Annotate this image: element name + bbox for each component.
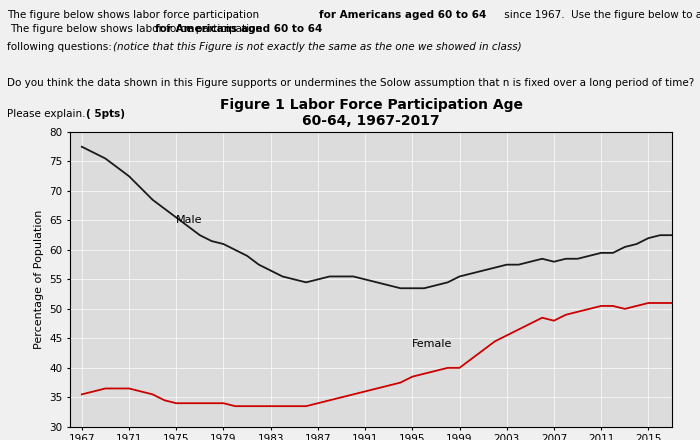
Text: Do you think the data shown in this Figure supports or undermines the Solow assu: Do you think the data shown in this Figu…	[7, 78, 694, 88]
Text: The figure below shows labor force participation: The figure below shows labor force parti…	[7, 10, 262, 20]
Text: Please explain.: Please explain.	[7, 109, 89, 119]
Text: for Americans aged 60 to 64: for Americans aged 60 to 64	[319, 10, 486, 20]
Text: since 1967.  Use the figure below to answer the: since 1967. Use the figure below to answ…	[501, 10, 700, 20]
Text: The figure below shows labor force participation: The figure below shows labor force parti…	[10, 24, 266, 34]
Text: Female: Female	[412, 339, 453, 349]
Title: Figure 1 Labor Force Participation Age
60-64, 1967-2017: Figure 1 Labor Force Participation Age 6…	[220, 98, 522, 128]
Y-axis label: Percentage of Population: Percentage of Population	[34, 210, 43, 349]
Text: following questions:: following questions:	[7, 42, 115, 52]
Text: (notice that this Figure is not exactly the same as the one we showed in class): (notice that this Figure is not exactly …	[113, 42, 522, 52]
Text: ( 5pts): ( 5pts)	[86, 109, 125, 119]
Text: Male: Male	[176, 216, 203, 225]
Text: for Americans aged 60 to 64: for Americans aged 60 to 64	[155, 24, 322, 34]
